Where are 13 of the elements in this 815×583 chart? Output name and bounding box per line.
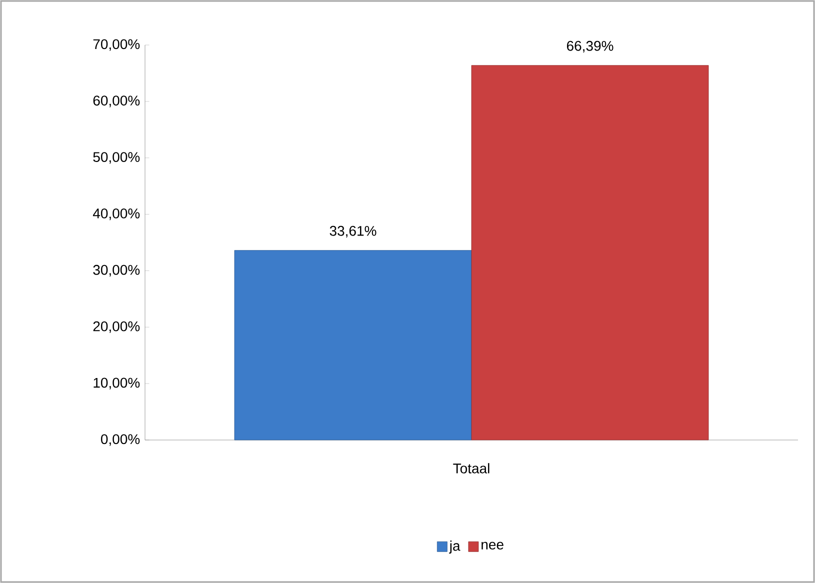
y-tick-label: 50,00% — [93, 152, 140, 164]
y-tick-label: 0,00% — [100, 434, 140, 446]
y-tick-label: 40,00% — [92, 208, 140, 220]
y-tick-label: 70,00% — [93, 39, 140, 51]
data-label: 33,61% — [330, 226, 376, 238]
y-tick-label: 60,00% — [93, 96, 140, 108]
x-tick-label: Totaal — [453, 463, 490, 474]
legend-label: nee — [482, 542, 504, 550]
y-tick-label: 10,00% — [94, 378, 140, 390]
data-label: 66,39% — [566, 40, 614, 53]
legend-label: ja — [449, 540, 460, 554]
y-tick-label: 30,00% — [93, 264, 140, 277]
y-tick-label: 20,00% — [93, 321, 140, 333]
